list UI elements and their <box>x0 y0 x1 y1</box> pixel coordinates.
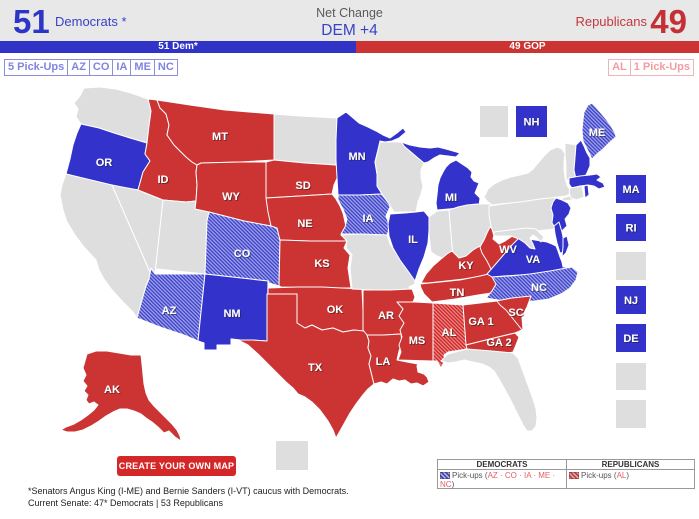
svg-text:DE: DE <box>623 333 638 345</box>
svg-text:MN: MN <box>348 151 365 163</box>
svg-text:AZ: AZ <box>162 305 177 317</box>
svg-text:MA: MA <box>622 184 639 196</box>
svg-text:NM: NM <box>223 308 240 320</box>
svg-text:SD: SD <box>295 180 310 192</box>
svg-text:CO: CO <box>234 248 251 260</box>
svg-text:MT: MT <box>212 131 228 143</box>
svg-text:WV: WV <box>499 244 517 256</box>
svg-text:GA 2: GA 2 <box>486 337 511 349</box>
svg-text:TX: TX <box>308 362 323 374</box>
svg-text:WY: WY <box>222 191 240 203</box>
svg-text:MS: MS <box>409 335 426 347</box>
svg-text:SC: SC <box>508 307 523 319</box>
svg-text:MI: MI <box>445 192 457 204</box>
svg-text:GA 1: GA 1 <box>468 316 493 328</box>
svg-text:NC: NC <box>531 282 547 294</box>
svg-text:AL: AL <box>442 327 457 339</box>
svg-text:OK: OK <box>327 304 344 316</box>
svg-text:RI: RI <box>626 223 637 235</box>
svg-text:NJ: NJ <box>624 295 638 307</box>
svg-text:VA: VA <box>526 254 541 266</box>
svg-text:IL: IL <box>408 234 418 246</box>
svg-text:ID: ID <box>158 174 169 186</box>
svg-text:AK: AK <box>104 384 120 396</box>
svg-text:NH: NH <box>524 117 540 129</box>
svg-text:IA: IA <box>363 213 374 225</box>
svg-text:ME: ME <box>589 127 606 139</box>
svg-text:AR: AR <box>378 310 394 322</box>
svg-text:TN: TN <box>450 287 465 299</box>
svg-text:OR: OR <box>96 157 113 169</box>
svg-text:NE: NE <box>297 218 312 230</box>
svg-text:LA: LA <box>376 356 391 368</box>
svg-text:KY: KY <box>458 260 474 272</box>
svg-text:KS: KS <box>314 258 329 270</box>
